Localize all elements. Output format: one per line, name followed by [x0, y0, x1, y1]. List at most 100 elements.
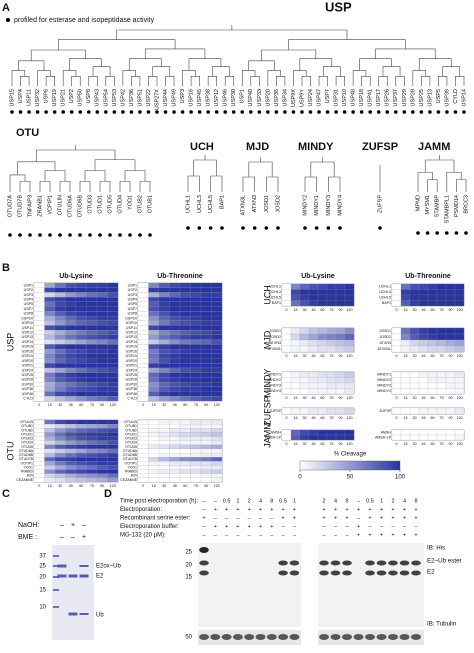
- heatmap-cell: [44, 330, 56, 335]
- time-label: 75: [330, 442, 334, 446]
- heatmap-cell: [137, 282, 149, 288]
- heatmap-cell: [409, 371, 420, 378]
- heatmap-cell: [344, 289, 355, 296]
- heatmap-cell: [179, 452, 191, 458]
- lane-value: +: [214, 507, 217, 513]
- time-label: 30: [303, 442, 307, 446]
- heatmap-cell: [54, 372, 66, 378]
- heatmap-cell: [169, 367, 181, 373]
- row-label: MINDY1: [267, 373, 281, 377]
- profiled-dot: [78, 233, 82, 237]
- heatmap-cell: [190, 419, 202, 425]
- lane-sign: –: [60, 534, 64, 541]
- heatmap-cell: [137, 297, 149, 302]
- heatmap-cell: [107, 287, 119, 293]
- heatmap-cell: [427, 345, 438, 353]
- profiled-dot: [445, 110, 449, 114]
- lane-value: +: [214, 524, 217, 530]
- tree-branch: [455, 75, 465, 86]
- panel-label: A: [2, 2, 10, 14]
- profiled-dot: [108, 233, 112, 237]
- profiled-dot: [402, 110, 407, 114]
- heatmap-cell: [44, 432, 56, 437]
- heatmap-cell: [148, 473, 160, 478]
- lane-value: 1: [293, 498, 296, 504]
- lane-sign: –: [60, 522, 64, 529]
- heatmap-cell: [107, 377, 119, 383]
- heatmap-cell: [96, 377, 108, 383]
- profiled-dot: [317, 110, 321, 114]
- heatmap-cell: [107, 367, 119, 373]
- time-label: 120: [347, 396, 353, 400]
- heatmap-cell: [211, 320, 223, 326]
- heatmap-cell: [190, 440, 202, 445]
- time-label: 90: [100, 484, 104, 488]
- heatmap-cell: [281, 294, 292, 301]
- row-label: JOSD2: [269, 335, 281, 339]
- time-label: 60: [431, 354, 435, 358]
- heatmap-cell: [418, 388, 429, 395]
- heatmap-cell: [33, 292, 45, 298]
- lane-value: +: [380, 532, 383, 538]
- group-label: UCH: [262, 285, 272, 305]
- heatmap-cell: [137, 330, 149, 335]
- heatmap-cell: [169, 344, 181, 350]
- tree-branch: [299, 58, 333, 71]
- heatmap-cell: [44, 363, 56, 369]
- heatmap-cell: [200, 448, 212, 454]
- heatmap-cell: [211, 306, 223, 312]
- heatmap-cell: [454, 294, 465, 301]
- row-label: OTUD5: [125, 445, 137, 449]
- blot-band: [353, 634, 364, 640]
- heatmap-cell: [317, 407, 328, 415]
- row-label: USP12: [126, 331, 137, 335]
- row-label: USP3: [24, 293, 33, 297]
- row-label: OTUD6A: [123, 449, 138, 453]
- lane-value: –: [202, 524, 206, 530]
- heatmap-cell: [54, 457, 66, 462]
- time-label: 15: [294, 416, 298, 420]
- profiled-dot: [138, 233, 142, 237]
- tree-branch: [318, 75, 328, 86]
- heatmap-cell: [190, 325, 202, 331]
- time-label: 45: [422, 442, 426, 446]
- heatmap-cell: [158, 349, 170, 354]
- row-label: USP3: [128, 293, 137, 297]
- heatmap-cell: [190, 315, 202, 321]
- heatmap-cell: [44, 396, 56, 402]
- heatmap-cell: [54, 461, 66, 466]
- time-label: 15: [404, 442, 408, 446]
- time-label: 30: [413, 354, 417, 358]
- row-label: OTUB1: [125, 424, 137, 428]
- row-label: USP20: [22, 359, 33, 363]
- legend-dot: [6, 18, 10, 22]
- heatmap-cell: [148, 440, 160, 445]
- lane-value: +: [403, 507, 406, 513]
- heatmap-cell: [75, 396, 87, 402]
- time-label: 15: [294, 396, 298, 400]
- leaf-label: USP20: [265, 89, 271, 106]
- row-label: USP21: [126, 364, 137, 368]
- tree-branch: [427, 179, 438, 192]
- time-label: 15: [404, 396, 408, 400]
- heatmap-cell: [391, 407, 402, 415]
- heatmap-cell: [86, 320, 98, 326]
- heatmap-cell: [299, 300, 310, 307]
- tree-branch: [190, 75, 200, 86]
- profiled-dot: [138, 110, 142, 114]
- heatmap-cell: [335, 339, 346, 347]
- row-label: MINDY2: [267, 378, 281, 382]
- family-title: ZUFSP: [362, 141, 398, 153]
- heatmap-cell: [308, 371, 319, 378]
- time-label: 45: [173, 484, 177, 488]
- heatmap-cell: [299, 339, 310, 347]
- lane-sign: +: [82, 534, 86, 541]
- heatmap-cell: [86, 334, 98, 340]
- heatmap-cell: [148, 301, 160, 307]
- profiled-dot: [112, 110, 117, 114]
- leaf-label: TNFAIP3: [27, 195, 33, 217]
- heatmap-cell: [86, 444, 98, 450]
- heatmap-cell: [418, 377, 429, 384]
- heatmap-cell: [445, 333, 456, 341]
- heatmap-cell: [445, 345, 456, 353]
